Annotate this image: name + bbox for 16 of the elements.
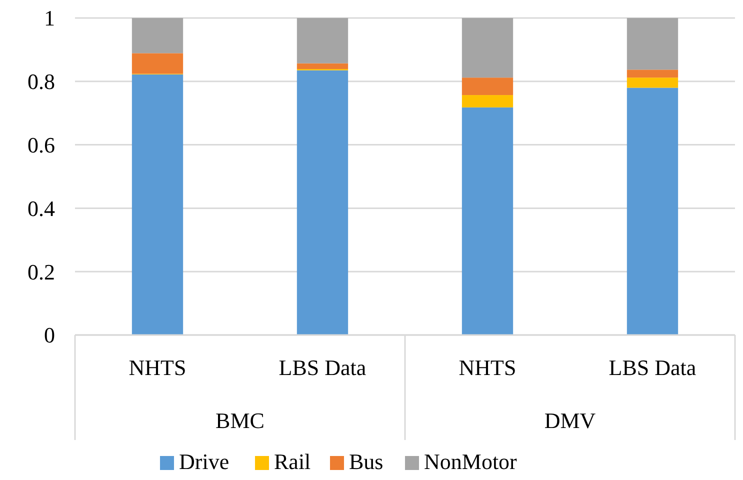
y-tick-label: 0.4 xyxy=(28,196,55,221)
y-tick-label: 1 xyxy=(44,6,55,31)
text: DMV xyxy=(544,408,596,433)
y-tick-label: 0.2 xyxy=(28,259,55,284)
legend-label: NonMotor xyxy=(424,449,518,474)
y-tick-label: 0.8 xyxy=(28,69,55,94)
y-tick-label: 0 xyxy=(44,322,55,348)
x-tick-label: NHTS xyxy=(128,355,186,380)
legend-label: Rail xyxy=(274,449,311,474)
legend-label: Drive xyxy=(179,449,230,474)
x-tick-label: LBS Data xyxy=(278,355,366,380)
x-tick-label: LBS Data xyxy=(608,355,696,380)
text: BMC xyxy=(216,408,264,433)
legend-label: Bus xyxy=(349,449,384,474)
x-tick-label: NHTS xyxy=(458,355,516,380)
y-tick-label: 0.6 xyxy=(28,132,55,158)
